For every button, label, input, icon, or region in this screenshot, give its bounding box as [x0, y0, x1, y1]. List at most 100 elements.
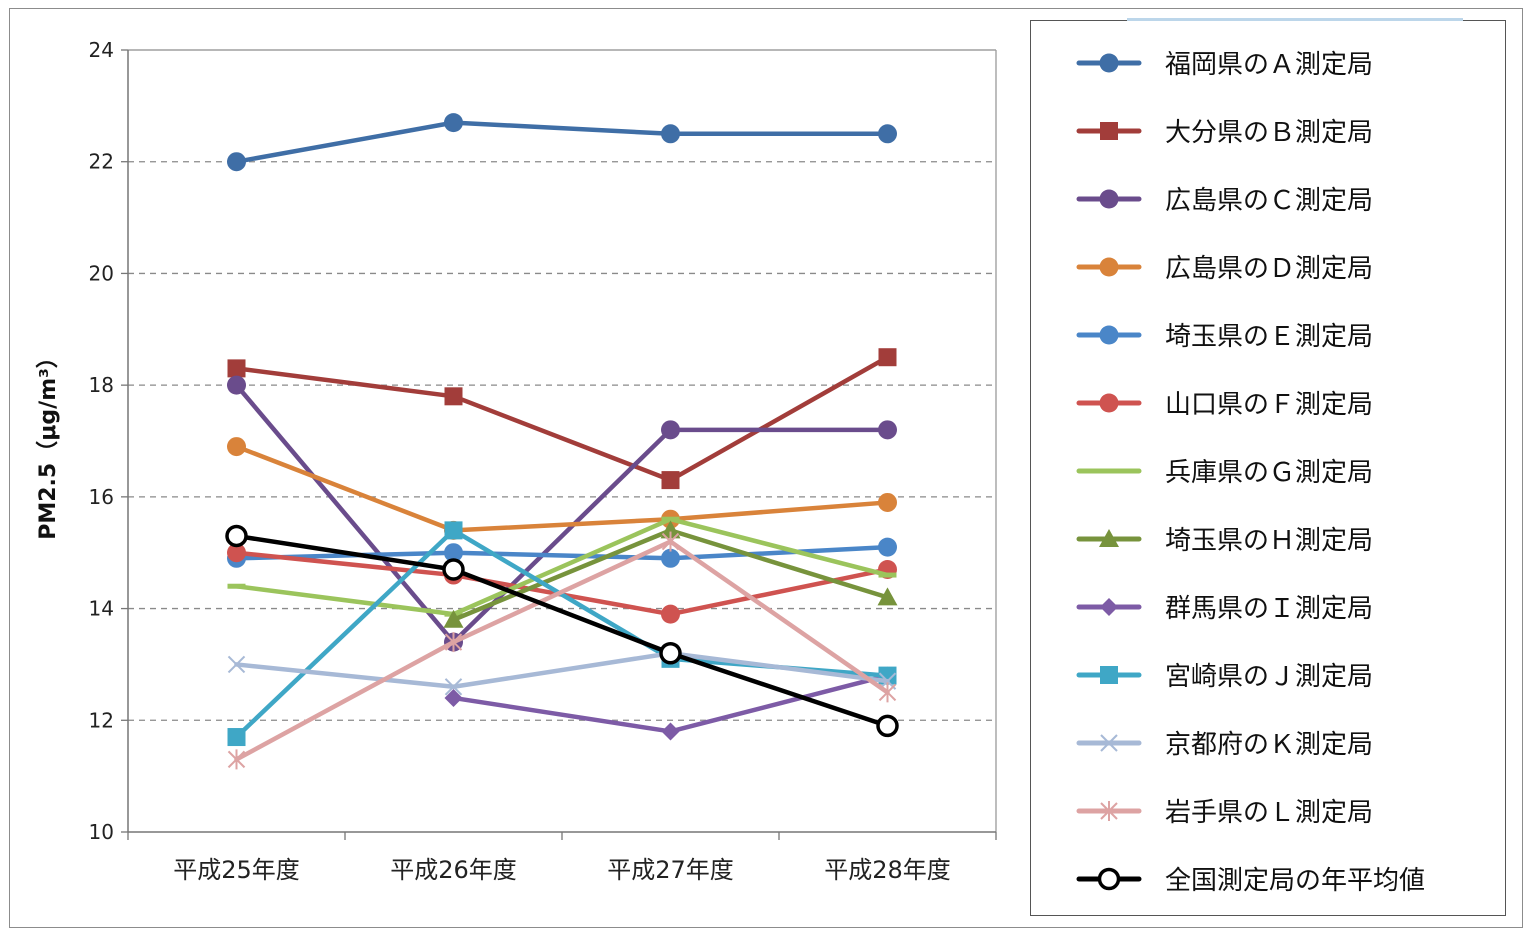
data-point — [877, 587, 898, 606]
legend-marker — [1099, 393, 1119, 413]
legend-label: 福岡県のＡ測定局 — [1165, 50, 1373, 80]
legend-label: 群馬県のＩ測定局 — [1165, 594, 1373, 624]
data-point — [444, 632, 463, 653]
legend-marker — [1100, 801, 1118, 821]
series-lines — [225, 113, 899, 770]
data-point — [225, 524, 248, 548]
data-point — [444, 387, 463, 406]
y-tick-label: 10 — [89, 820, 114, 844]
legend-marker — [1100, 734, 1118, 752]
data-point — [444, 688, 463, 707]
legend-entry: 京都府のＫ測定局 — [1076, 730, 1373, 760]
legend-marker — [1099, 325, 1119, 345]
series-7 — [227, 516, 897, 617]
legend-top-accent — [1127, 18, 1463, 21]
legend-marker — [1099, 189, 1119, 209]
legend-marker — [1097, 867, 1121, 891]
x-tick-label: 平成25年度 — [173, 856, 300, 884]
data-point — [227, 583, 246, 589]
legend-marker — [1099, 529, 1119, 547]
data-point — [878, 348, 897, 367]
series-3 — [227, 375, 897, 652]
legend-entry: 全国測定局の年平均値 — [1076, 866, 1425, 896]
y-axis-label: PM2.5（μg/m³） — [36, 346, 61, 540]
legend: 福岡県のＡ測定局 大分県のＢ測定局 広島県のＣ測定局 広島県のＤ測定局 埼玉県のＥ測定局… — [1030, 18, 1506, 916]
legend-marker — [1100, 122, 1118, 140]
series-line — [234, 382, 890, 645]
legend-label: 全国測定局の年平均値 — [1165, 866, 1425, 896]
y-tick-label: 14 — [89, 597, 114, 621]
x-tick-label: 平成28年度 — [824, 856, 951, 884]
legend-label: 宮崎県のＪ測定局 — [1165, 662, 1373, 692]
gridlines — [128, 49, 996, 721]
legend-label: 埼玉県のＨ測定局 — [1165, 526, 1373, 556]
data-point — [444, 113, 463, 133]
series-13 — [225, 524, 899, 738]
data-point — [227, 437, 246, 457]
series-line — [234, 533, 890, 729]
data-point — [659, 642, 682, 665]
legend-marker — [1099, 257, 1119, 277]
series-line — [234, 516, 890, 617]
y-tick-label: 24 — [89, 38, 114, 62]
legend-entry: 埼玉県のＥ測定局 — [1076, 322, 1373, 352]
legend-label: 兵庫県のＧ測定局 — [1165, 458, 1373, 488]
legend-entry: 広島県のＤ測定局 — [1076, 254, 1373, 284]
legend-entry: 宮崎県のＪ測定局 — [1076, 662, 1373, 692]
legend-label: 広島県のＤ測定局 — [1165, 254, 1373, 284]
series-11 — [227, 644, 897, 696]
data-point — [227, 728, 246, 747]
x-tick-label: 平成26年度 — [390, 856, 517, 884]
data-point — [878, 682, 897, 703]
data-point — [227, 359, 246, 378]
legend-marker — [1099, 53, 1119, 73]
series-1 — [227, 113, 897, 172]
y-tick-label: 18 — [89, 373, 114, 397]
legend-entry: 兵庫県のＧ測定局 — [1076, 458, 1373, 488]
data-point — [443, 609, 464, 628]
series-4 — [227, 437, 897, 540]
data-point — [227, 655, 246, 674]
data-point — [878, 572, 897, 578]
axes: 10 12 14 16 18 20 22 24 平成25年度 平成26年度 平成27年度 平成28年度 — [89, 38, 997, 884]
legend-label: 埼玉県のＥ測定局 — [1165, 322, 1373, 352]
data-point — [227, 749, 246, 770]
y-tick-label: 12 — [89, 708, 114, 732]
legend-label: 広島県のＣ測定局 — [1165, 186, 1373, 216]
series-12 — [227, 531, 897, 770]
data-point — [444, 521, 463, 540]
series-line — [234, 651, 890, 690]
legend-entry: 群馬県のＩ測定局 — [1076, 594, 1373, 624]
series-8 — [443, 520, 898, 628]
data-point — [876, 714, 899, 738]
legend-marker — [1100, 598, 1118, 616]
data-point — [878, 420, 897, 440]
data-point — [661, 420, 680, 440]
legend-label: 山口県のＦ測定局 — [1165, 390, 1373, 420]
data-point — [660, 520, 681, 539]
series-2 — [227, 348, 897, 490]
legend-marker — [1100, 468, 1118, 474]
legend-entry: 福岡県のＡ測定局 — [1076, 50, 1373, 80]
series-line — [234, 550, 890, 617]
legend-label: 岩手県のＬ測定局 — [1165, 798, 1373, 828]
legend-entry: 埼玉県のＨ測定局 — [1076, 526, 1373, 556]
data-point — [661, 531, 680, 552]
series-line — [234, 544, 890, 561]
series-line — [234, 444, 890, 533]
data-point — [878, 124, 897, 144]
data-point — [878, 492, 897, 512]
legend-entries: 福岡県のＡ測定局大分県のＢ測定局広島県のＣ測定局広島県のＤ測定局埼玉県のＥ測定局… — [1076, 50, 1425, 896]
data-point — [661, 604, 680, 624]
y-tick-label: 20 — [89, 261, 114, 285]
legend-entry: 広島県のＣ測定局 — [1076, 186, 1373, 216]
series-line — [234, 539, 890, 762]
data-point — [444, 678, 463, 696]
legend-marker — [1100, 666, 1118, 684]
legend-entry: 岩手県のＬ測定局 — [1076, 798, 1373, 828]
data-point — [227, 375, 246, 395]
data-point — [442, 558, 465, 581]
data-point — [878, 537, 897, 557]
y-tick-label: 16 — [89, 485, 114, 509]
